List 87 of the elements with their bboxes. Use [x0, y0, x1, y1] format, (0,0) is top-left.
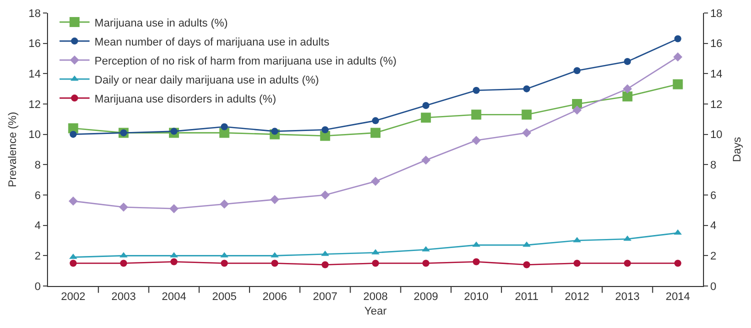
legend-label: Marijuana use disorders in adults (%): [94, 93, 276, 106]
legend-label: Marijuana use in adults (%): [94, 17, 228, 30]
point: [270, 195, 280, 204]
point: [169, 204, 179, 214]
point: [322, 261, 329, 268]
y-axis-title: Prevalence (%): [7, 112, 19, 188]
point: [574, 67, 581, 74]
point: [523, 261, 530, 268]
point: [673, 52, 682, 62]
x-tick-label: 2008: [363, 291, 388, 304]
point: [370, 128, 380, 138]
x-tick-label: 2006: [262, 291, 287, 304]
y2-tick-label: 18: [710, 8, 722, 20]
x-tick-label: 2010: [464, 291, 489, 304]
legend-label: Mean number of days of marijuana use in adults: [94, 36, 330, 48]
y-tick-label: 4: [34, 220, 41, 232]
point: [472, 86, 480, 94]
y2-axis-title: Days: [732, 136, 744, 162]
y2-tick-label: 8: [710, 160, 716, 172]
y2-tick-label: 4: [710, 220, 716, 232]
y-tick-label: 0: [34, 280, 41, 293]
point: [522, 128, 532, 138]
y-tick-label: 8: [34, 160, 41, 172]
y-tick-label: 6: [34, 190, 41, 202]
point: [421, 156, 430, 165]
point: [674, 35, 682, 42]
point: [422, 102, 430, 110]
y2-tick-label: 2: [710, 250, 716, 263]
point: [120, 260, 128, 267]
y2-tick-label: 14: [710, 68, 722, 81]
x-tick-label: 2011: [514, 291, 538, 304]
point: [220, 200, 229, 209]
y2-tick-label: 12: [710, 98, 722, 111]
point: [522, 110, 532, 120]
point: [320, 190, 330, 200]
x-tick-label: 2007: [312, 291, 338, 304]
point: [70, 260, 77, 267]
y2-tick-label: 6: [710, 190, 716, 202]
legend-label: Perception of no risk of harm from marijuana use in adults (%): [94, 55, 397, 68]
y2-tick-label: 0: [710, 280, 716, 293]
point: [170, 258, 178, 266]
point: [271, 260, 278, 267]
y-tick-label: 2: [34, 250, 41, 263]
point: [622, 84, 632, 94]
point: [674, 229, 682, 235]
x-axis-title: Year: [364, 305, 387, 318]
point: [472, 136, 481, 145]
point: [572, 106, 582, 115]
point: [523, 85, 530, 92]
point: [674, 260, 682, 267]
x-tick-label: 2002: [60, 291, 86, 304]
point: [472, 258, 480, 266]
point: [624, 58, 631, 66]
y2-tick-label: 16: [710, 38, 722, 50]
point: [170, 128, 178, 135]
y-tick-label: 14: [28, 68, 41, 81]
x-tick-label: 2009: [414, 291, 438, 304]
x-tick-label: 2012: [564, 291, 590, 304]
point: [624, 260, 631, 267]
point: [471, 110, 482, 120]
y2-tick-label: 10: [710, 129, 722, 142]
point: [271, 128, 278, 135]
point: [322, 126, 329, 134]
point: [422, 260, 430, 267]
x-tick-label: 2005: [212, 291, 237, 304]
point: [372, 117, 379, 124]
point: [220, 123, 228, 130]
legend-label: Daily or near daily marijuana use in adults (%): [94, 74, 319, 86]
y-tick-label: 10: [28, 129, 41, 142]
point: [119, 202, 128, 212]
x-tick-label: 2003: [111, 291, 136, 304]
point: [420, 112, 431, 123]
point: [68, 196, 78, 206]
point: [574, 260, 581, 267]
x-tick-label: 2004: [162, 291, 186, 304]
y-tick-label: 16: [28, 38, 41, 50]
point: [672, 79, 683, 90]
x-tick-label: 2014: [666, 291, 690, 304]
point: [70, 130, 77, 138]
x-tick-label: 2013: [615, 291, 640, 304]
point: [370, 176, 380, 186]
point: [623, 235, 632, 241]
y-tick-label: 18: [28, 8, 41, 20]
point: [372, 260, 379, 267]
point: [622, 91, 632, 102]
y-tick-label: 12: [28, 98, 41, 111]
point: [220, 260, 228, 267]
